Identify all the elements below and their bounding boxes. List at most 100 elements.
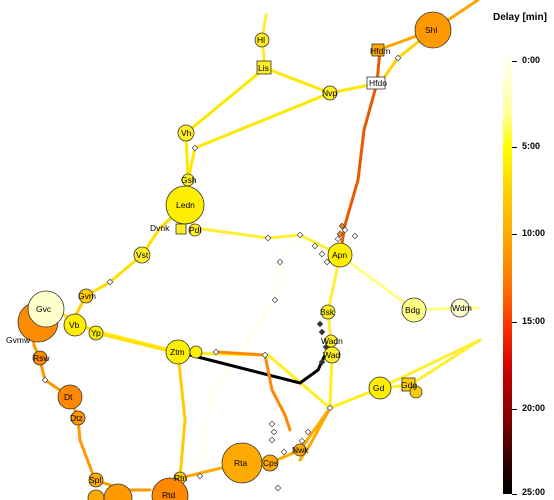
minor-stop-marker (268, 420, 276, 428)
station-marker (409, 385, 423, 399)
station-label: Nwk (292, 445, 309, 455)
station-label: Ledn (176, 200, 195, 210)
station-label: Vst (136, 250, 149, 260)
colorbar-tick-mark (512, 234, 517, 235)
station-label: Dt (64, 392, 73, 402)
stations (17, 11, 470, 500)
minor-stop-marker (394, 54, 402, 62)
station-label: Lis (258, 63, 269, 73)
minor-stop-marker (311, 242, 319, 250)
minor-stop-marker (351, 232, 359, 240)
minor-stop-marker (318, 328, 326, 336)
minor-stop-marker (318, 250, 326, 258)
station-label: Gsh (181, 175, 197, 185)
minor-stop-marker (261, 351, 269, 359)
station-label: Apn (332, 250, 347, 260)
rail-link (378, 338, 482, 390)
colorbar-tick-mark (512, 409, 517, 410)
minor-stop-marker (296, 231, 304, 239)
minor-stop-marker (316, 320, 324, 328)
station-label: Rtd (162, 490, 176, 500)
station-marker (32, 350, 48, 366)
minor-stops (41, 54, 402, 492)
rail-link (328, 353, 334, 410)
station-marker (103, 483, 133, 500)
station-marker (320, 304, 336, 320)
colorbar-tick-label: 5:00 (522, 141, 541, 151)
colorbar-tick-mark (512, 147, 517, 148)
station-label: Hl (257, 35, 265, 45)
station-marker (175, 223, 187, 235)
minor-stop-marker (280, 448, 288, 456)
rail-link (186, 91, 332, 182)
colorbar-tick-label: 20:00 (522, 403, 546, 413)
station-label: Bdg (405, 305, 420, 315)
station-marker (254, 32, 270, 48)
rail-link (198, 233, 302, 482)
rail-link (408, 338, 482, 387)
rail-link (214, 350, 292, 432)
station-marker (323, 346, 341, 364)
station-marker (88, 472, 104, 488)
station-marker (88, 325, 104, 341)
minor-stop-marker (276, 258, 284, 266)
minor-stop-marker (338, 222, 346, 230)
station-label: Gd (373, 383, 385, 393)
rail-links (30, 0, 482, 492)
station-marker (366, 76, 386, 90)
station-label: Spl (89, 475, 101, 485)
station-label: Cps (263, 458, 278, 468)
rail-link (188, 338, 334, 385)
station-marker (189, 345, 203, 359)
station-marker (327, 242, 353, 268)
rail-link (184, 66, 267, 135)
station-marker (450, 298, 470, 318)
colorbar-tick-mark (512, 61, 517, 62)
station-label: Gdg (401, 380, 417, 390)
station-marker (27, 290, 65, 328)
minor-stop-marker (268, 436, 276, 444)
station-marker (87, 489, 105, 500)
station-label: Gvm (78, 291, 96, 301)
minor-stop-marker (304, 428, 312, 436)
station-label: Ztm (170, 347, 185, 357)
station-label: Yp (91, 328, 101, 338)
station-marker (368, 376, 392, 400)
station-labels: Hl Lis Shl Hfdm Hfdo Nvp Vh Gsh Ledn Dvn… (6, 25, 472, 500)
station-marker (63, 313, 87, 337)
station-marker (256, 60, 272, 75)
station-label: Hfdm (370, 46, 390, 56)
station-marker (57, 384, 83, 410)
station-label: Gvc (36, 304, 52, 314)
colorbar-tick-label: 15:00 (522, 316, 546, 326)
station-label: Wad (323, 350, 340, 360)
station-label: Dtz (70, 413, 83, 423)
minor-stop-marker (106, 278, 114, 286)
minor-stop-marker (341, 226, 349, 234)
station-marker (401, 297, 427, 323)
station-label: Shl (425, 25, 437, 35)
minor-stop-marker (298, 437, 306, 445)
station-marker (177, 124, 195, 142)
station-label: Rtn (174, 473, 188, 483)
station-marker (371, 43, 385, 57)
station-label: Gvmw (6, 335, 31, 345)
station-marker (414, 11, 452, 49)
rail-link (176, 351, 187, 480)
station-label: Nvp (322, 88, 337, 98)
minor-stop-marker (212, 348, 220, 356)
station-marker (293, 443, 307, 457)
colorbar-tick-label: 25:00 (522, 487, 546, 497)
station-label: Rta (234, 458, 248, 468)
colorbar-tick-label: 10:00 (522, 228, 546, 238)
station-label: Bsk (320, 307, 335, 317)
station-label: Rsw (33, 353, 50, 363)
station-marker (151, 477, 189, 500)
minor-stop-marker (271, 296, 279, 304)
station-label: Vb (69, 320, 80, 330)
station-label: Hfdo (369, 78, 387, 88)
minor-stop-marker (41, 376, 49, 384)
legend-title: Delay [min] (493, 12, 547, 23)
minor-stop-marker (191, 144, 199, 152)
